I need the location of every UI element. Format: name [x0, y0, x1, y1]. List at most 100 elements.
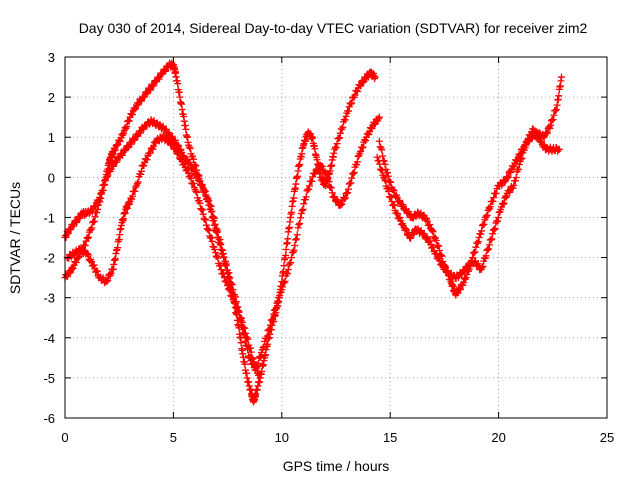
data-point	[385, 187, 393, 195]
data-point	[190, 183, 198, 191]
data-point	[323, 173, 331, 181]
data-point	[376, 160, 384, 168]
data-point	[455, 284, 463, 292]
data-point	[547, 117, 555, 125]
data-point	[398, 220, 406, 228]
data-point	[150, 142, 158, 150]
data-point	[216, 261, 224, 269]
data-point	[81, 247, 89, 255]
data-point	[192, 169, 200, 177]
data-point	[197, 205, 205, 213]
data-point	[198, 206, 206, 214]
data-point	[90, 217, 98, 225]
data-point	[482, 252, 490, 260]
data-point	[165, 129, 173, 137]
data-point	[308, 177, 316, 185]
data-point	[133, 180, 141, 188]
x-axis-label: GPS time / hours	[283, 458, 390, 474]
data-point	[517, 155, 525, 163]
data-point	[213, 225, 221, 233]
data-point	[344, 107, 352, 115]
data-point	[389, 201, 397, 209]
data-point	[208, 237, 216, 245]
data-point	[202, 216, 210, 224]
data-point	[137, 170, 145, 178]
data-point	[373, 153, 381, 161]
data-point	[384, 184, 392, 192]
data-point	[318, 162, 326, 170]
data-point	[253, 364, 261, 372]
data-point	[537, 137, 545, 145]
data-point	[490, 194, 498, 202]
data-point	[284, 266, 292, 274]
y-tick-label: -4	[43, 331, 55, 346]
data-point	[177, 154, 185, 162]
data-point	[241, 360, 249, 368]
data-point	[208, 207, 216, 215]
data-point	[202, 221, 210, 229]
data-point	[237, 339, 245, 347]
data-point	[174, 80, 182, 88]
data-point	[137, 167, 145, 175]
data-point	[185, 143, 193, 151]
y-tick-label: 1	[48, 130, 55, 145]
data-point	[383, 168, 391, 176]
data-point	[425, 221, 433, 229]
data-point	[217, 240, 225, 248]
data-point	[254, 359, 262, 367]
data-point	[299, 205, 307, 213]
data-point	[298, 207, 306, 215]
data-point	[205, 227, 213, 235]
data-point	[499, 179, 507, 187]
y-tick-label: -6	[43, 411, 55, 426]
data-point	[302, 193, 310, 201]
data-point	[128, 111, 136, 119]
data-point	[502, 193, 510, 201]
data-point	[499, 200, 507, 208]
data-point	[238, 346, 246, 354]
data-point	[176, 155, 184, 163]
data-point	[218, 247, 226, 255]
data-point	[104, 276, 112, 284]
data-point	[174, 149, 182, 157]
plot-frame	[64, 56, 608, 419]
data-point	[93, 209, 101, 217]
data-point	[354, 152, 362, 160]
data-point	[158, 70, 166, 78]
data-point	[266, 325, 274, 333]
data-point	[483, 246, 491, 254]
data-point	[184, 138, 192, 146]
data-point	[392, 193, 400, 201]
data-point	[189, 179, 197, 187]
data-point	[88, 224, 96, 232]
data-point	[75, 253, 83, 261]
data-point	[201, 188, 209, 196]
data-point	[220, 253, 228, 261]
data-point	[410, 230, 418, 238]
data-point	[97, 190, 105, 198]
data-point	[460, 279, 468, 287]
data-point	[345, 180, 353, 188]
data-point	[534, 132, 542, 140]
data-point	[246, 344, 254, 352]
data-point	[117, 225, 125, 233]
data-point	[263, 332, 271, 340]
data-point	[546, 124, 554, 132]
data-point	[473, 239, 481, 247]
data-point	[353, 88, 361, 96]
data-point	[146, 149, 154, 157]
data-point	[402, 225, 410, 233]
data-point	[279, 283, 287, 291]
data-point	[163, 134, 171, 142]
data-point	[186, 144, 194, 152]
data-point	[294, 224, 302, 232]
data-point	[131, 187, 139, 195]
data-point	[456, 285, 464, 293]
data-point	[509, 184, 517, 192]
data-point	[137, 97, 145, 105]
data-point	[249, 355, 257, 363]
data-point	[432, 237, 440, 245]
data-point	[381, 177, 389, 185]
data-point	[324, 174, 332, 182]
data-point	[477, 230, 485, 238]
